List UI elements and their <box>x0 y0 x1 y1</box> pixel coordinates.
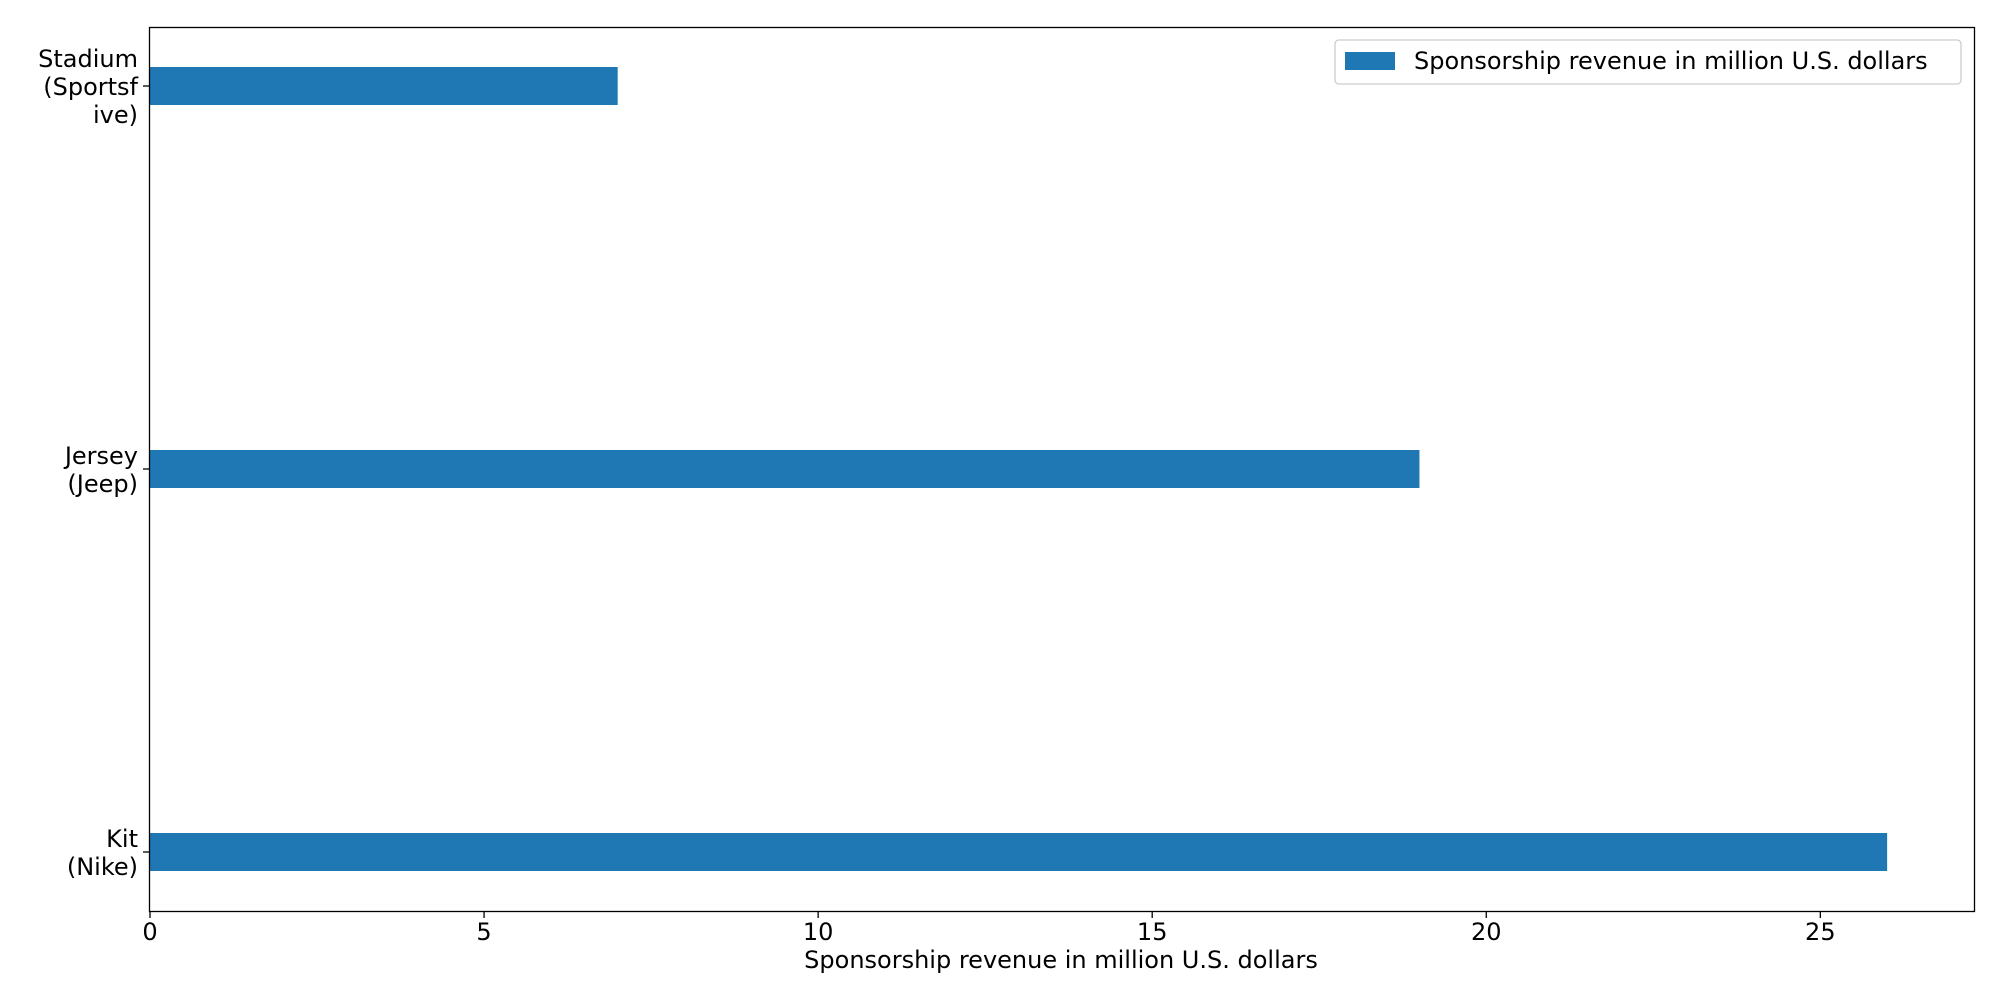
bar-2 <box>150 833 1888 871</box>
bar-1 <box>150 450 1420 488</box>
legend-swatch <box>1345 52 1395 70</box>
x-axis-ticks: 0 5 10 15 20 25 <box>142 911 1836 946</box>
x-tick-label: 10 <box>803 918 834 946</box>
legend-label: Sponsorship revenue in million U.S. doll… <box>1414 47 1928 75</box>
y-tick-label: Jersey <box>63 442 138 470</box>
legend-box <box>1334 39 1962 85</box>
x-tick-label: 5 <box>476 918 491 946</box>
x-tick-label: 0 <box>142 918 157 946</box>
y-tick-label: ive) <box>93 101 138 129</box>
y-tick-label: (Jeep) <box>67 470 138 498</box>
y-tick-label: (Nike) <box>67 853 138 881</box>
y-tick-label: Kit <box>106 825 138 853</box>
x-tick-label: 25 <box>1805 918 1836 946</box>
y-tick-label: (Sportsf <box>43 73 138 101</box>
x-tick-label: 15 <box>1137 918 1168 946</box>
bar-0 <box>150 67 618 105</box>
bars-group <box>150 67 1888 871</box>
legend: Sponsorship revenue in million U.S. doll… <box>1334 39 1962 85</box>
x-axis-title: Sponsorship revenue in million U.S. doll… <box>804 946 1318 974</box>
y-tick-label: Stadium <box>38 45 138 73</box>
x-tick-label: 20 <box>1471 918 1502 946</box>
